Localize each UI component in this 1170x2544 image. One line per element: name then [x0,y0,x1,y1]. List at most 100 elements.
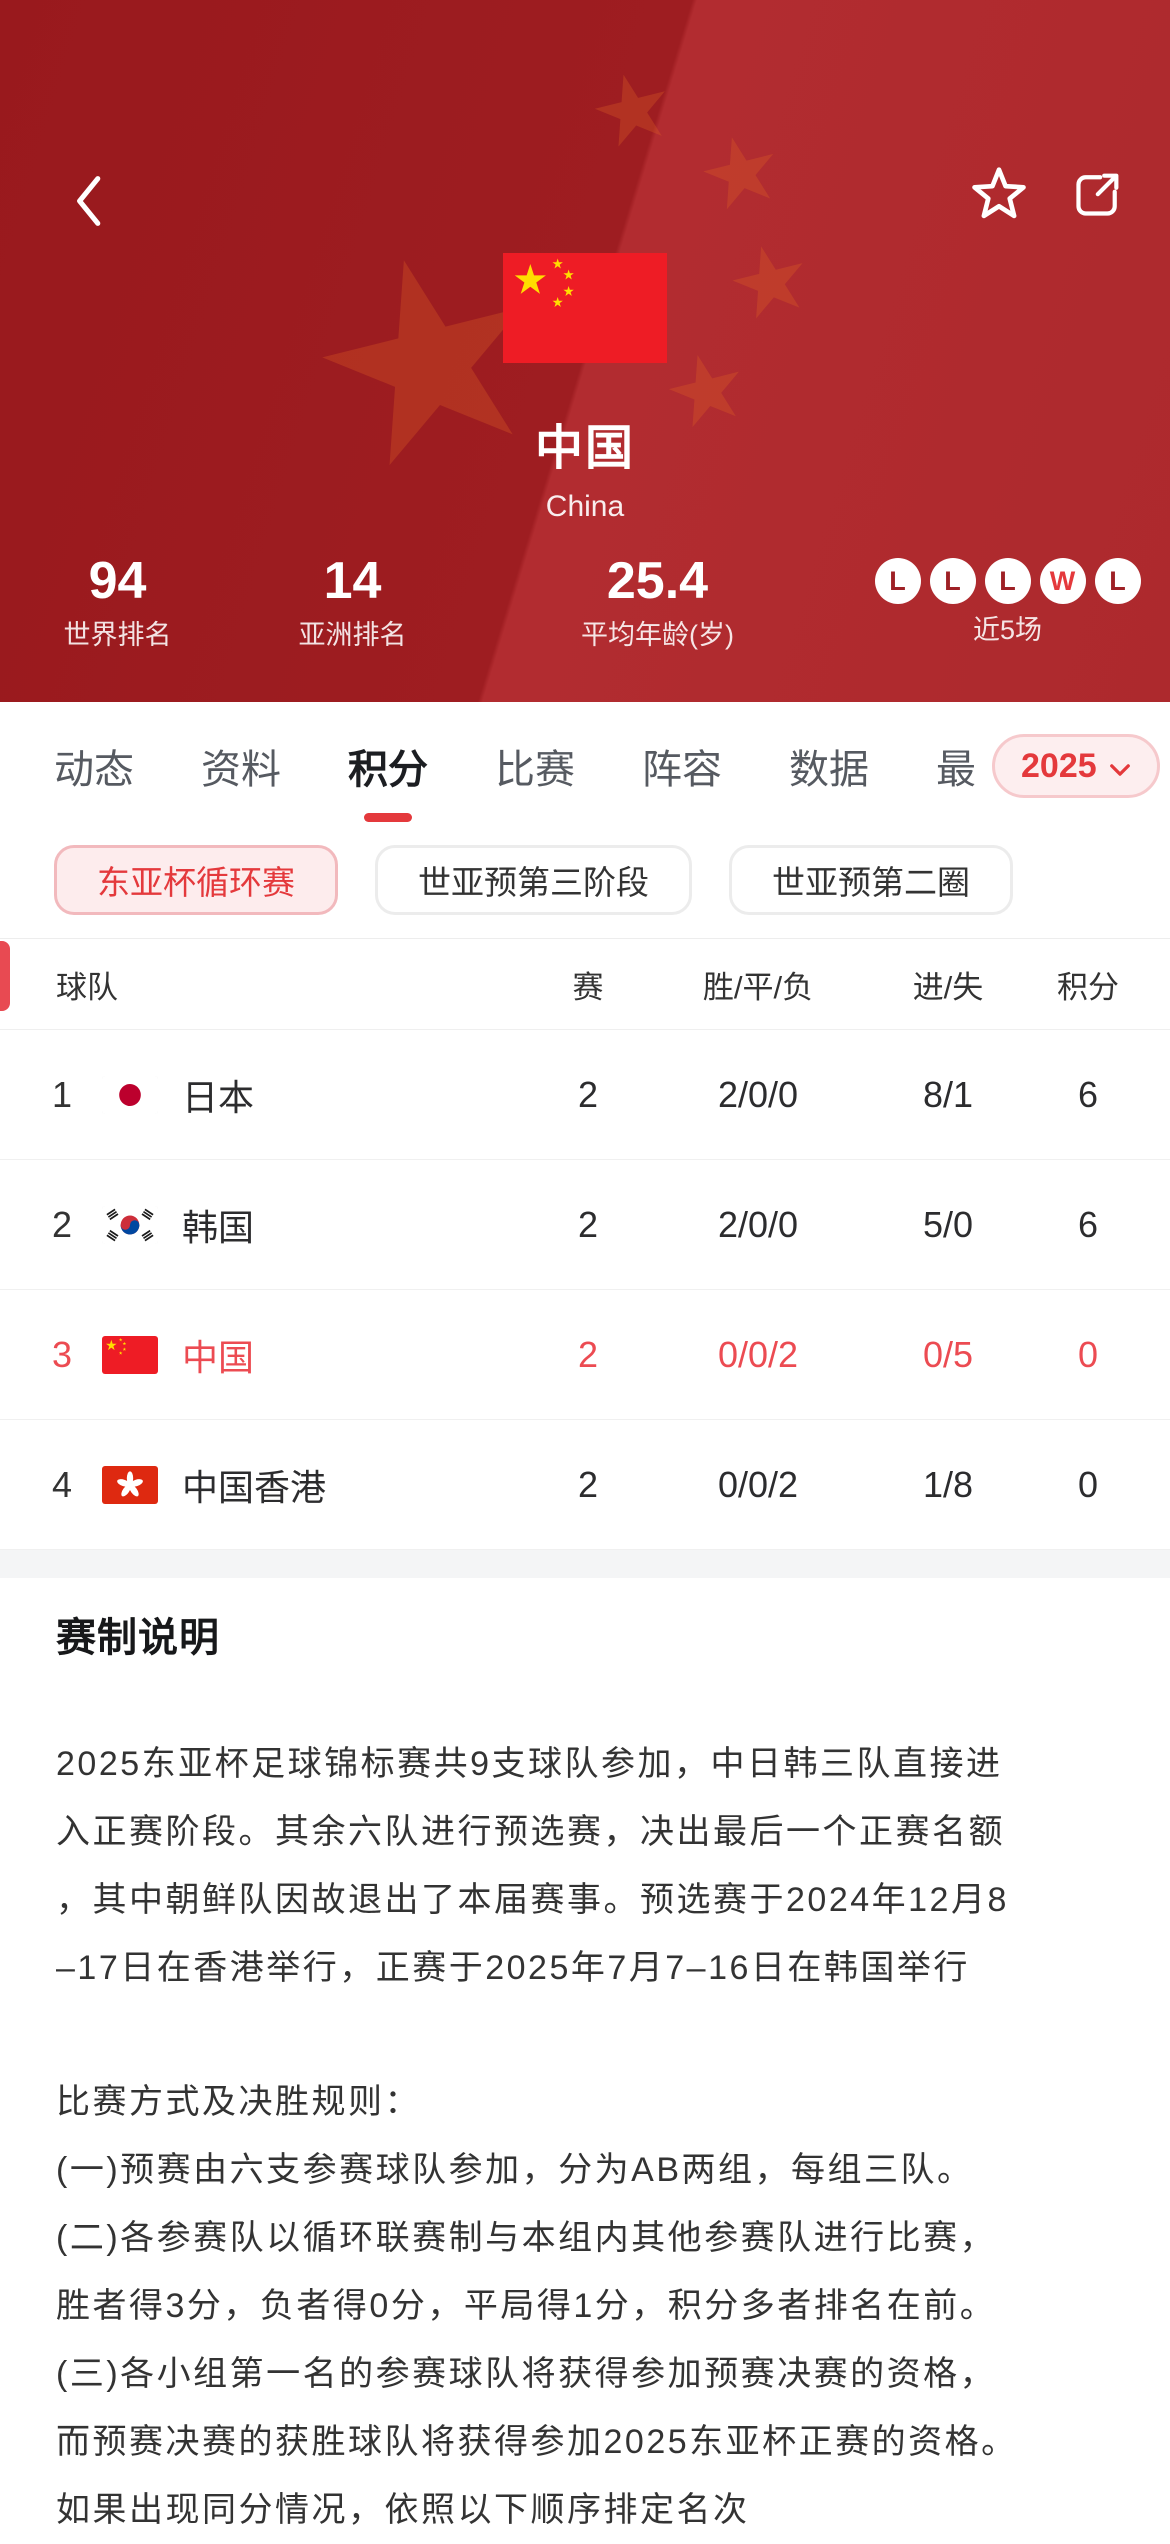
team-cell: 2 韩国 [0,1199,518,1251]
col-goals: 进/失 [912,969,984,1005]
goals: 5/0 [922,1203,974,1245]
year-selector[interactable]: 2025 [992,734,1160,798]
rules-line: ，其中朝鲜队因故退出了本届赛事。预选赛于2024年12月8 [56,1881,1009,1919]
chevron-left-icon [71,175,105,232]
goals: 8/1 [922,1073,974,1115]
team-flag-china-large [503,253,667,363]
record: 2/0/0 [717,1073,799,1115]
filter-east-asian-cup[interactable]: 东亚杯循环赛 [54,845,338,915]
form-badge-loss: L [1094,558,1141,604]
filter-wc-qualifier-round2[interactable]: 世亚预第二圈 [729,845,1013,915]
stat-recent-form: L L L W L 近5场 [845,553,1170,651]
table-row-hong-kong[interactable]: 4 中国香港 2 0/0/2 1/8 0 [0,1420,1170,1550]
table-row-china[interactable]: 3 中国 2 0/0/2 0/5 0 [0,1290,1170,1420]
record: 2/0/0 [717,1203,799,1245]
rules-line: 2025东亚杯足球锦标赛共9支球队参加，中日韩三队直接进 [56,1745,1003,1783]
tab-matches[interactable]: 比赛 [495,748,575,792]
team-name: 韩国 [182,1206,255,1248]
team-name: 中国香港 [182,1466,327,1508]
rules-line: 入正赛阶段。其余六队进行预选赛，决出最后一个正赛名额 [56,1813,1005,1851]
team-cell: 4 中国香港 [0,1459,518,1511]
tab-data[interactable]: 数据 [789,748,869,792]
japan-flag-icon [102,1075,158,1114]
rules-line: 而预赛决赛的获胜球队将获得参加2025东亚杯正赛的资格。 [56,2423,1018,2461]
goals: 1/8 [922,1463,974,1505]
hong-kong-flag-icon [102,1465,158,1504]
tab-info[interactable]: 资料 [201,748,281,792]
rules-line: –17日在香港举行，正赛于2025年7月7–16日在韩国举行 [56,1949,970,1987]
share-icon [1068,173,1126,227]
stat-asia-rank: 14 亚洲排名 [235,553,470,651]
stat-value: 94 [88,552,147,610]
points: 0 [1077,1463,1099,1505]
team-cell: 3 中国 [0,1329,518,1381]
points: 6 [1077,1073,1099,1115]
points: 6 [1077,1203,1099,1245]
rules-section: 赛制说明 2025东亚杯足球锦标赛共9支球队参加，中日韩三队直接进 入正赛阶段。… [0,1612,1170,2544]
section-divider [0,1550,1170,1578]
form-badges: L L L W L [845,553,1170,604]
tab-standings[interactable]: 积分 [348,702,428,830]
back-button[interactable] [58,168,118,236]
stat-label: 平均年龄(岁) [581,620,734,650]
team-cell: 1 日本 [0,1069,518,1121]
team-stats: 94 世界排名 14 亚洲排名 25.4 平均年龄(岁) L L L W L 近… [0,553,1170,651]
team-name: 中国 [182,1336,255,1378]
form-badge-win: W [1039,558,1086,604]
record: 0/0/2 [717,1463,799,1505]
competition-filters: 东亚杯循环赛 世亚预第三阶段 世亚预第二圈 [0,830,1170,938]
played: 2 [577,1333,599,1375]
played: 2 [577,1073,599,1115]
team-name: 日本 [182,1076,255,1118]
table-row-south-korea[interactable]: 2 韩国 2 2/0/0 5/0 [0,1160,1170,1290]
section-accent-bar [0,941,10,1011]
star-outline-icon [966,167,1032,231]
rank: 1 [51,1073,73,1115]
favorite-button[interactable] [966,162,1032,231]
stat-label: 世界排名 [63,620,172,650]
rules-line: 比赛方式及决胜规则： [56,2083,421,2121]
paragraph-gap [56,2002,1114,2068]
form-badge-loss: L [874,558,921,604]
filter-wc-qualifier-round3[interactable]: 世亚预第三阶段 [375,845,692,915]
tab-more-truncated[interactable]: 最 [936,748,976,792]
rank: 3 [51,1333,73,1375]
rules-line: (二)各参赛队以循环联赛制与本组内其他参赛队进行比赛， [56,2219,997,2257]
share-button[interactable] [1068,166,1126,227]
form-badge-loss: L [984,558,1031,604]
record: 0/0/2 [717,1333,799,1375]
points: 0 [1077,1333,1099,1375]
goals: 0/5 [922,1333,974,1375]
stat-value: 25.4 [606,552,709,610]
rules-line: 如果出现同分情况，依照以下顺序排定名次 [56,2491,750,2529]
rank: 4 [51,1463,73,1505]
rules-title: 赛制说明 [56,1616,220,1660]
played: 2 [577,1203,599,1245]
team-name: 中国 [534,422,635,475]
tab-squad[interactable]: 阵容 [642,748,722,792]
team-name-en: China [545,490,625,523]
rules-line: (一)预赛由六支参赛球队参加，分为AB两组，每组三队。 [56,2151,974,2189]
stat-world-rank: 94 世界排名 [0,553,235,651]
south-korea-flag-icon [102,1205,158,1244]
rules-line: 胜者得3分，负者得0分，平局得1分，积分多者排名在前。 [56,2287,997,2325]
standings-header: 球队 赛 胜/平/负 进/失 积分 [0,938,1170,1030]
col-played: 赛 [572,969,604,1005]
rules-body: 2025东亚杯足球锦标赛共9支球队参加，中日韩三队直接进 入正赛阶段。其余六队进… [56,1730,1114,2544]
col-team: 球队 [56,969,118,1005]
stat-label: 近5场 [972,615,1043,645]
table-row-japan[interactable]: 1 日本 2 2/0/0 8/1 6 [0,1030,1170,1160]
china-flag-icon [102,1335,158,1374]
tab-news[interactable]: 动态 [54,748,134,792]
played: 2 [577,1463,599,1505]
col-record: 胜/平/负 [702,969,814,1005]
header-actions [966,162,1126,231]
col-points: 积分 [1057,969,1119,1005]
stat-value: 14 [323,552,382,610]
tab-bar: 动态 资料 积分 比赛 阵容 数据 最 2025 [0,702,1170,830]
rules-line: (三)各小组第一名的参赛球队将获得参加预赛决赛的资格， [56,2355,997,2393]
stat-label: 亚洲排名 [298,620,407,650]
year-selector-value: 2025 [1021,746,1097,785]
stat-avg-age: 25.4 平均年龄(岁) [470,553,845,651]
